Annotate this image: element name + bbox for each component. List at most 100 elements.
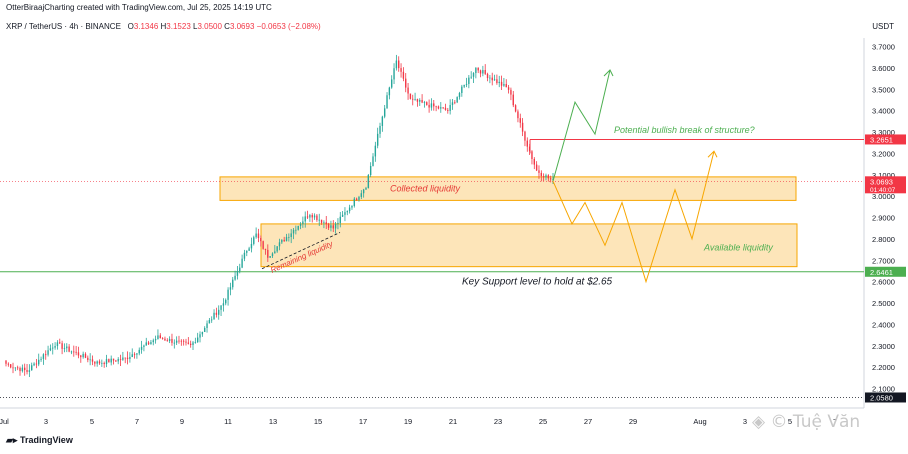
candle-body (295, 229, 297, 231)
candle-body (423, 102, 426, 103)
ohlc-low-label: L (193, 22, 198, 31)
price-label-text: 2.6461 (870, 268, 893, 277)
candle-body (168, 338, 171, 342)
candle-body (236, 271, 239, 276)
candle-body (442, 107, 444, 109)
exchange-label: BINANCE (85, 22, 121, 31)
trend-line (261, 232, 341, 270)
currency-label[interactable]: USDT (872, 22, 894, 31)
x-tick-label: 9 (180, 417, 184, 426)
candle-body (23, 367, 26, 371)
candle-body (412, 98, 414, 100)
candle-body (33, 363, 35, 366)
candle-body (122, 357, 124, 360)
candle-body (547, 175, 550, 179)
price-label-text: 3.0693 (870, 177, 893, 186)
candle-body (80, 355, 82, 358)
candle-body (365, 187, 367, 190)
candle-body (285, 237, 288, 242)
candle-body (430, 103, 433, 108)
y-tick-label: 3.1000 (872, 171, 895, 180)
candle-body (386, 95, 388, 109)
candle-body (433, 103, 435, 107)
candle-body (503, 84, 505, 86)
candle-body (56, 342, 59, 347)
candle-body (145, 342, 147, 346)
price-label-tag (865, 392, 906, 403)
candle-body (7, 363, 10, 365)
candle-body (339, 216, 341, 223)
interval-label[interactable]: 4h (69, 22, 79, 31)
liquidity-zone (260, 223, 798, 268)
candle-body (84, 353, 87, 358)
candle-body (351, 206, 353, 208)
y-tick-label: 2.4000 (872, 320, 895, 329)
candle-body (313, 215, 316, 218)
candle-body (348, 207, 351, 212)
candle-body (89, 359, 91, 361)
candle-body (232, 279, 234, 288)
candle-body (152, 340, 154, 343)
candle-body (276, 246, 278, 252)
x-tick-label: 29 (629, 417, 637, 426)
x-tick-label: 3 (44, 417, 48, 426)
candle-body (278, 242, 281, 247)
candle-body (220, 305, 222, 310)
candle-body (112, 358, 115, 361)
candle-body (243, 252, 246, 259)
y-tick-label: 3.5000 (872, 85, 895, 94)
candle-body (330, 225, 332, 228)
candle-body (269, 256, 271, 258)
tradingview-logo-text: TradingView (19, 435, 73, 445)
candle-body (454, 102, 456, 104)
candle-body (318, 219, 320, 221)
candle-body (9, 364, 12, 368)
candle-body (468, 77, 470, 84)
candle-body (28, 370, 31, 372)
candle-body (528, 146, 531, 152)
candle-body (297, 225, 299, 230)
candle-body (440, 107, 442, 109)
candle-body (362, 189, 365, 194)
candle-body (514, 105, 517, 112)
candle-body (402, 71, 405, 79)
candle-body (299, 224, 302, 226)
candle-body (138, 349, 140, 354)
candle-body (323, 222, 325, 224)
candle-body (227, 289, 229, 300)
tradingview-logo[interactable]: ▰▸ TradingView (6, 435, 73, 446)
symbol-name[interactable]: XRP / TetherUS (6, 22, 63, 31)
candle-body (435, 106, 437, 108)
candle-body (519, 118, 521, 123)
candle-body (290, 233, 292, 237)
candle-body (426, 102, 428, 105)
y-tick-label: 2.1000 (872, 385, 895, 394)
candle-body (458, 92, 461, 98)
price-label-tag (865, 134, 906, 145)
candle-body (409, 93, 412, 99)
candle-body (391, 79, 393, 88)
zone-label: Available liquidity (703, 242, 773, 252)
candle-body (133, 354, 136, 356)
candle-body (337, 222, 339, 224)
watermark-icon: ◈ © (752, 412, 788, 432)
candle-body (110, 358, 112, 363)
candle-body (161, 338, 164, 339)
watermark: ◈ © Tuệ Văn (752, 412, 860, 432)
y-tick-label: 3.3000 (872, 128, 895, 137)
x-tick-label: 5 (788, 417, 792, 426)
candle-body (267, 249, 269, 258)
price-axis-panel (864, 38, 908, 408)
candle-body (98, 361, 101, 364)
candle-body (35, 363, 38, 365)
x-tick-label: 11 (224, 417, 232, 426)
x-tick-label: 21 (449, 417, 457, 426)
candle-body (538, 170, 540, 173)
candle-body (54, 346, 56, 348)
candle-body (479, 70, 482, 74)
candle-body (400, 68, 402, 72)
candle-body (59, 342, 61, 344)
candle-body (5, 360, 7, 364)
candle-body (203, 327, 206, 333)
